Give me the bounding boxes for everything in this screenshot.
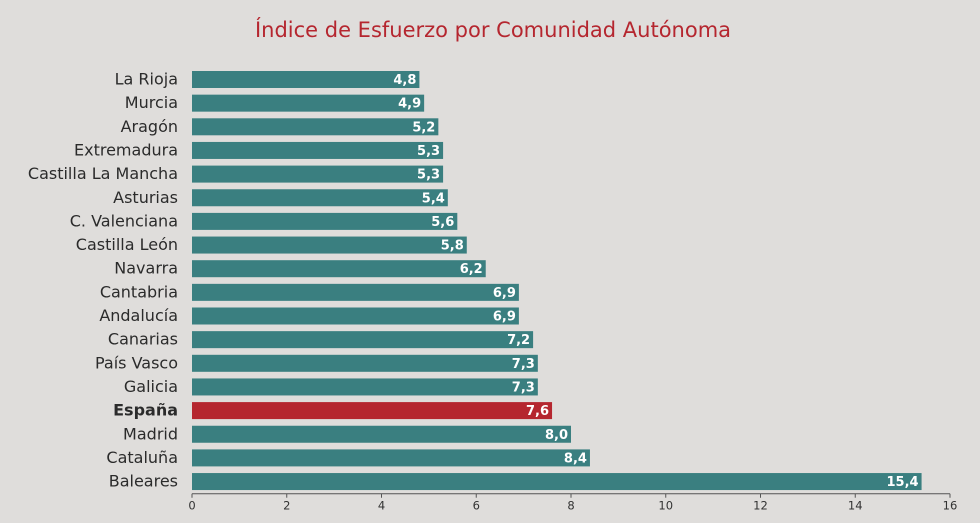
category-label: Madrid bbox=[123, 424, 178, 443]
data-label: 7,6 bbox=[526, 404, 549, 419]
category-label: Aragón bbox=[121, 117, 178, 136]
data-label: 5,3 bbox=[417, 168, 440, 183]
bar bbox=[192, 307, 519, 325]
data-label: 4,8 bbox=[393, 73, 416, 88]
category-label: C. Valenciana bbox=[70, 211, 178, 230]
data-label: 5,4 bbox=[422, 191, 445, 206]
category-label: Extremadura bbox=[74, 140, 178, 159]
bar bbox=[192, 189, 448, 207]
x-tick-label: 6 bbox=[473, 499, 480, 513]
category-label: Galicia bbox=[124, 377, 178, 396]
bar bbox=[192, 71, 420, 88]
bar bbox=[192, 449, 590, 467]
bar bbox=[192, 354, 538, 372]
category-label: Castilla León bbox=[76, 235, 178, 254]
category-label: Canarias bbox=[108, 330, 178, 349]
x-tick-label: 10 bbox=[658, 499, 673, 513]
x-tick-label: 16 bbox=[943, 499, 958, 513]
x-tick-label: 8 bbox=[567, 499, 574, 513]
bar bbox=[192, 331, 534, 349]
bar bbox=[192, 212, 458, 230]
category-label: La Rioja bbox=[115, 70, 178, 89]
data-label: 6,2 bbox=[460, 262, 483, 277]
data-label: 8,0 bbox=[545, 428, 568, 443]
data-label: 8,4 bbox=[564, 451, 587, 466]
category-label: Cantabria bbox=[100, 282, 178, 301]
data-label: 5,3 bbox=[417, 144, 440, 159]
category-label: España bbox=[113, 401, 178, 420]
category-label: Baleares bbox=[109, 472, 178, 491]
data-label: 7,3 bbox=[512, 380, 535, 395]
category-label: Murcia bbox=[125, 93, 178, 112]
bar bbox=[192, 473, 922, 491]
data-label: 5,8 bbox=[441, 239, 464, 254]
x-tick-label: 2 bbox=[283, 499, 290, 513]
bar bbox=[192, 283, 519, 301]
bar bbox=[192, 141, 444, 159]
x-tick-label: 12 bbox=[753, 499, 768, 513]
bar bbox=[192, 118, 439, 136]
x-tick-label: 4 bbox=[378, 499, 385, 513]
bar bbox=[192, 425, 571, 443]
data-label: 5,6 bbox=[431, 215, 454, 230]
bar bbox=[192, 94, 425, 112]
category-label: Cataluña bbox=[106, 448, 178, 467]
chart-title: Índice de Esfuerzo por Comunidad Autónom… bbox=[255, 17, 731, 42]
category-label: Castilla La Mancha bbox=[28, 164, 178, 183]
data-label: 6,9 bbox=[493, 286, 516, 301]
category-label: Andalucía bbox=[99, 306, 178, 325]
bar bbox=[192, 165, 444, 183]
bar bbox=[192, 260, 486, 278]
data-label: 4,9 bbox=[398, 97, 421, 112]
data-label: 15,4 bbox=[886, 475, 918, 490]
category-label: Asturias bbox=[113, 188, 178, 207]
bar-highlight bbox=[192, 402, 553, 420]
data-label: 6,9 bbox=[493, 310, 516, 325]
data-label: 7,3 bbox=[512, 357, 535, 372]
bar bbox=[192, 236, 467, 254]
x-tick-label: 14 bbox=[848, 499, 863, 513]
data-label: 7,2 bbox=[507, 333, 530, 348]
category-label: País Vasco bbox=[95, 353, 178, 372]
x-tick-label: 0 bbox=[188, 499, 195, 513]
bar bbox=[192, 378, 538, 396]
data-label: 5,2 bbox=[412, 120, 435, 135]
category-label: Navarra bbox=[114, 259, 178, 278]
